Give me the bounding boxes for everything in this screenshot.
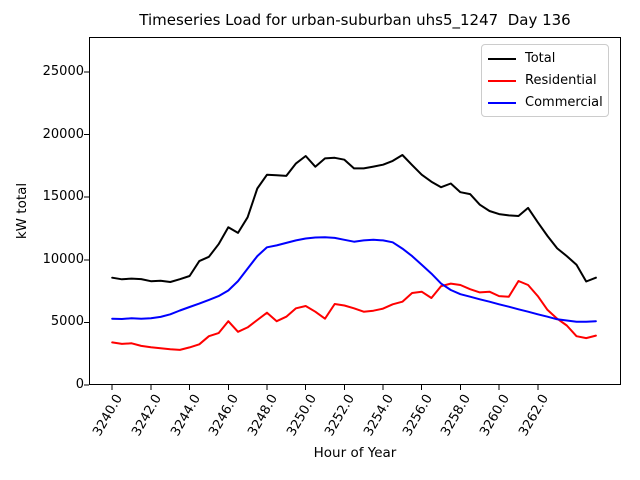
y-tick-label: 5000	[50, 314, 84, 330]
y-tick-label: 20000	[42, 126, 84, 142]
legend-entry-total: Total	[488, 51, 600, 66]
y-tick-label: 15000	[42, 189, 84, 205]
series-line-total	[111, 154, 597, 283]
legend-line-sample	[488, 57, 516, 60]
chart-title: Timeseries Load for urban-suburban uhs5_…	[139, 11, 571, 29]
legend-entry-commercial: Commercial	[488, 95, 603, 110]
legend-label: Total	[525, 51, 556, 66]
legend: Total Residential Commercial	[481, 44, 609, 117]
y-tick-label: 25000	[42, 64, 84, 80]
x-axis-label: Hour of Year	[313, 445, 397, 461]
y-axis-label: kW total	[14, 182, 30, 240]
legend-label: Commercial	[525, 95, 603, 110]
legend-line-sample	[488, 101, 516, 104]
series-line-commercial	[111, 236, 597, 323]
y-tick-label: 0	[75, 377, 84, 392]
legend-line-sample	[488, 79, 516, 82]
legend-label: Residential	[525, 73, 597, 88]
axes-box	[88, 36, 622, 386]
legend-entry-residential: Residential	[488, 73, 600, 88]
series-line-residential	[111, 280, 597, 351]
y-tick-label: 10000	[42, 251, 84, 267]
